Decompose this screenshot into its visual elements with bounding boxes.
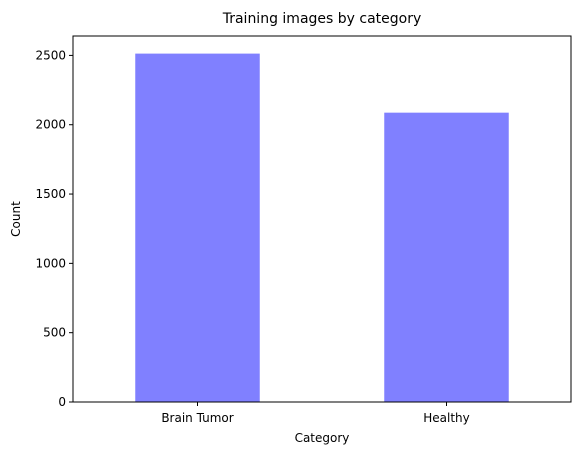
x-axis-label: Category xyxy=(295,431,350,445)
bar-healthy xyxy=(384,112,509,403)
y-tick-label: 2500 xyxy=(35,48,66,62)
x-tick-label: Brain Tumor xyxy=(161,411,233,425)
y-tick-label: 1500 xyxy=(35,187,66,201)
bars-group xyxy=(135,53,509,403)
y-axis-ticks: 0 500 1000 1500 2000 2500 xyxy=(35,48,73,409)
plot-frame xyxy=(72,35,572,403)
y-tick-label: 0 xyxy=(58,395,66,409)
y-tick-label: 1000 xyxy=(35,256,66,270)
x-axis-ticks: Brain Tumor Healthy xyxy=(161,402,470,425)
y-tick-label: 2000 xyxy=(35,118,66,132)
y-axis-label: Count xyxy=(9,201,23,237)
bar-brain-tumor xyxy=(135,53,260,403)
chart-title: Training images by category xyxy=(222,11,422,27)
x-tick-label: Healthy xyxy=(423,411,470,425)
y-tick-label: 500 xyxy=(43,326,66,340)
